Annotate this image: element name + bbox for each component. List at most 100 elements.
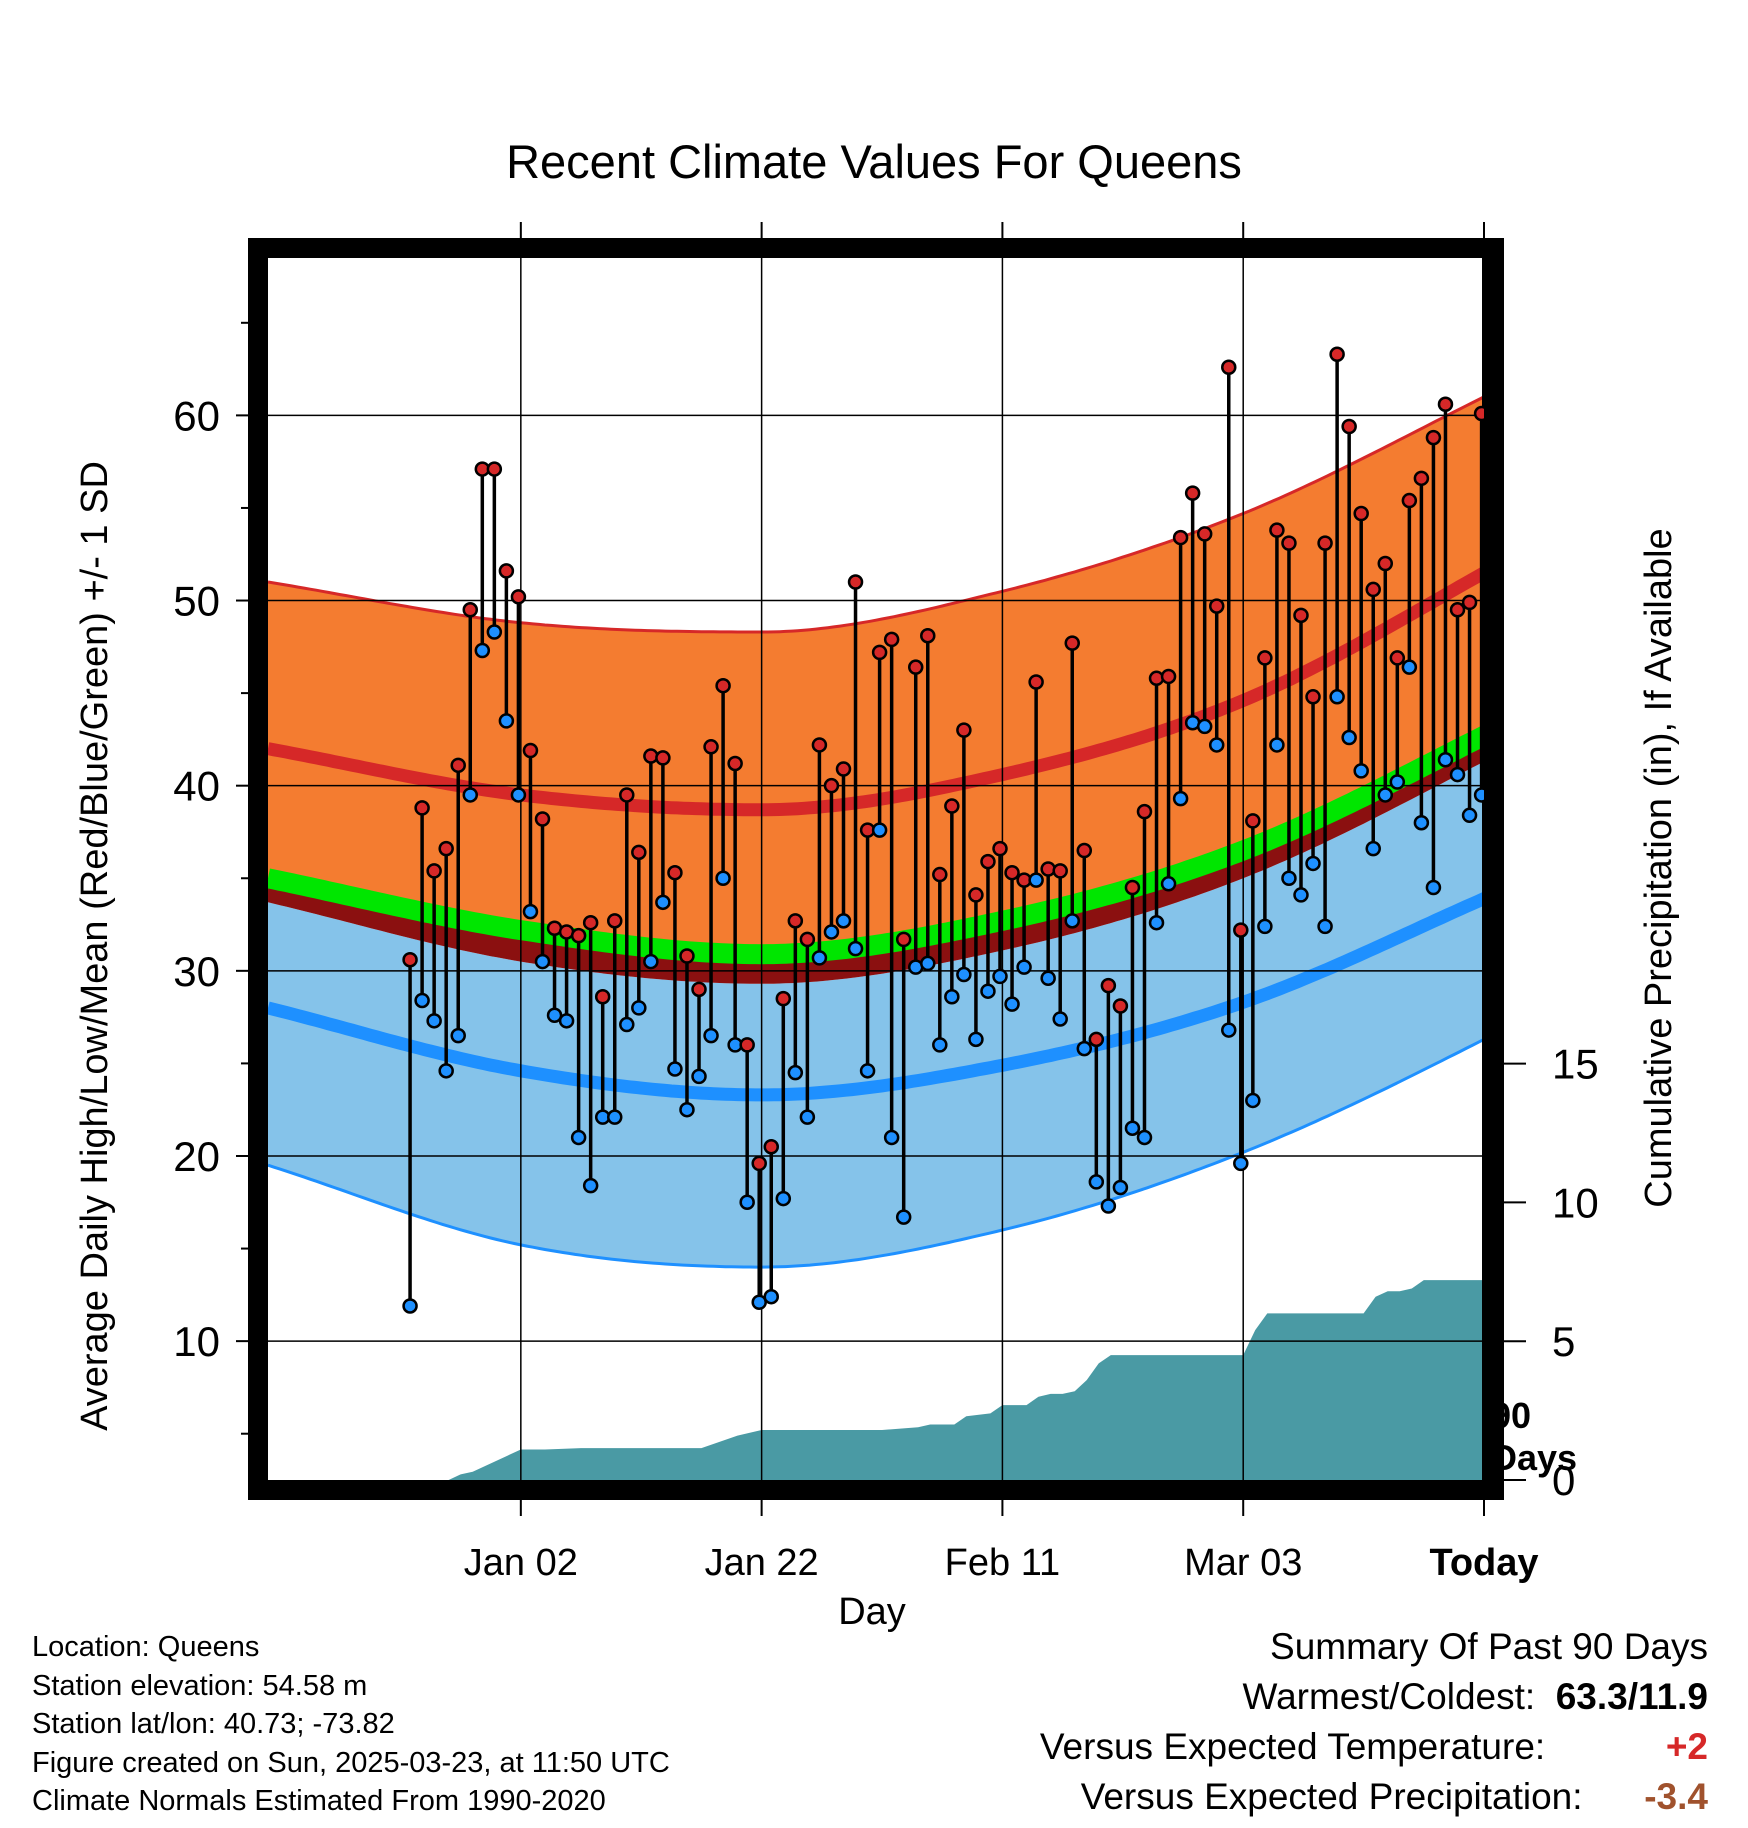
low-temp-point [944,989,960,1005]
low-temp-point [715,870,731,887]
temp-anomaly-row: Versus Expected Temperature: +2 [1040,1722,1708,1772]
high-temp-point [1245,813,1261,829]
low-temp-point [1052,1011,1068,1027]
high-temp-point [1269,522,1285,538]
low-temp-point [402,1298,418,1314]
low-temp-point [522,903,539,920]
low-temp-point [823,924,840,940]
high-temp-point [462,602,479,618]
high-temp-point [655,750,671,766]
low-temp-point [847,940,864,957]
high-temp-point [907,659,924,675]
high-temp-point [980,853,996,870]
high-temp-point [1076,842,1093,859]
low-temp-point [1269,737,1285,753]
warmest-coldest-label: Warmest/Coldest: [1242,1676,1536,1717]
low-temp-point [763,1288,780,1305]
low-temp-point [992,968,1008,985]
low-temp-point [1437,752,1454,768]
low-temp-point [1196,718,1213,735]
high-temp-point [920,627,936,644]
high-temp-point [594,989,611,1005]
low-temp-point [1365,840,1381,857]
y-axis-label: Average Daily High/Low/Mean (Red/Blue/Gr… [74,461,116,1431]
high-temp-point [1257,650,1273,666]
high-temp-point [895,931,912,948]
high-temp-point [667,864,683,881]
y-tick-label: 30 [173,948,220,995]
y2-tick-label: 15 [1552,1041,1599,1088]
y2-axis-label: Cumulative Precipitation (in), If Availa… [1638,528,1680,1207]
y-tick-label: 60 [173,392,220,439]
low-temp-point [739,1194,755,1211]
low-temp-point [956,966,972,983]
latlon-text: Station lat/lon: 40.73; -73.82 [32,1708,395,1740]
created-text: Figure created on Sun, 2025-03-23, at 11… [32,1746,670,1779]
x-tick-label: Feb 11 [945,1542,1060,1584]
elevation-text: Station elevation: 54.58 m [32,1669,368,1702]
x-tick-label: Jan 22 [705,1542,819,1584]
low-temp-point [1112,1179,1129,1196]
low-temp-point [835,913,852,929]
high-temp-point [787,913,804,929]
high-temp-point [1136,803,1153,820]
period-label-unit: Days [1491,1437,1577,1478]
low-temp-point [799,1109,816,1125]
normals-text: Climate Normals Estimated From 1990-2020 [32,1785,606,1817]
high-temp-point [1172,529,1189,546]
high-temp-point [510,589,527,605]
high-temp-point [1281,535,1297,551]
high-temp-point [775,990,792,1007]
low-temp-point [703,1027,719,1044]
low-temp-point [1028,872,1044,888]
y2-tick-label: 10 [1552,1179,1599,1226]
high-temp-point [703,739,719,755]
high-temp-point [1088,1031,1105,1048]
high-temp-point [1124,879,1141,896]
low-temp-point [582,1177,599,1194]
high-temp-point [739,1037,755,1053]
high-temp-point [1413,470,1430,487]
low-temp-point [1148,914,1165,931]
low-temp-point [1004,996,1020,1012]
high-sd-band [268,396,1484,955]
chart-title: Recent Climate Values For Queens [506,135,1242,188]
temp-anomaly-label: Versus Expected Temperature: [1039,1726,1546,1767]
plot-frame [248,238,1504,1500]
low-temp-point [1233,1155,1249,1172]
period-label-number: 90 [1491,1395,1531,1436]
station-info: Location: Queens Station elevation: 54.5… [32,1628,670,1821]
low-temp-point [679,1101,695,1118]
low-lower-sd-line [268,1037,1484,1269]
low-temp-point [1377,787,1394,803]
high-temp-point [956,722,972,738]
low-normal-line [268,891,1484,1102]
low-temp-point [558,1013,575,1029]
high-temp-point [1401,492,1418,509]
high-temp-point [570,927,587,944]
high-temp-point [823,777,840,794]
high-temp-point [498,563,515,579]
high-temp-point [992,840,1008,857]
high-temp-point [1461,594,1478,611]
low-temp-point [1341,729,1357,746]
precip-anomaly-label: Versus Expected Precipitation: [1080,1776,1583,1817]
low-temp-point [1305,855,1321,872]
high-temp-point [1184,485,1201,501]
high-temp-point [1221,359,1237,375]
low-temp-point [1401,659,1418,675]
high-upper-sd-line [268,395,1484,634]
high-temp-point [1064,635,1080,651]
low-temp-point [751,1294,767,1311]
high-temp-point [606,913,623,929]
low-temp-point [619,1016,635,1033]
low-temp-point [691,1068,707,1085]
low-temp-point [1124,1120,1141,1136]
low-temp-point [486,624,503,640]
low-temp-point [462,787,479,803]
high-temp-point [968,887,984,903]
low-temp-point [883,1129,900,1146]
summary-heading: Summary Of Past 90 Days [1270,1626,1708,1667]
low-temp-point [510,787,527,803]
low-temp-point [1293,887,1309,903]
